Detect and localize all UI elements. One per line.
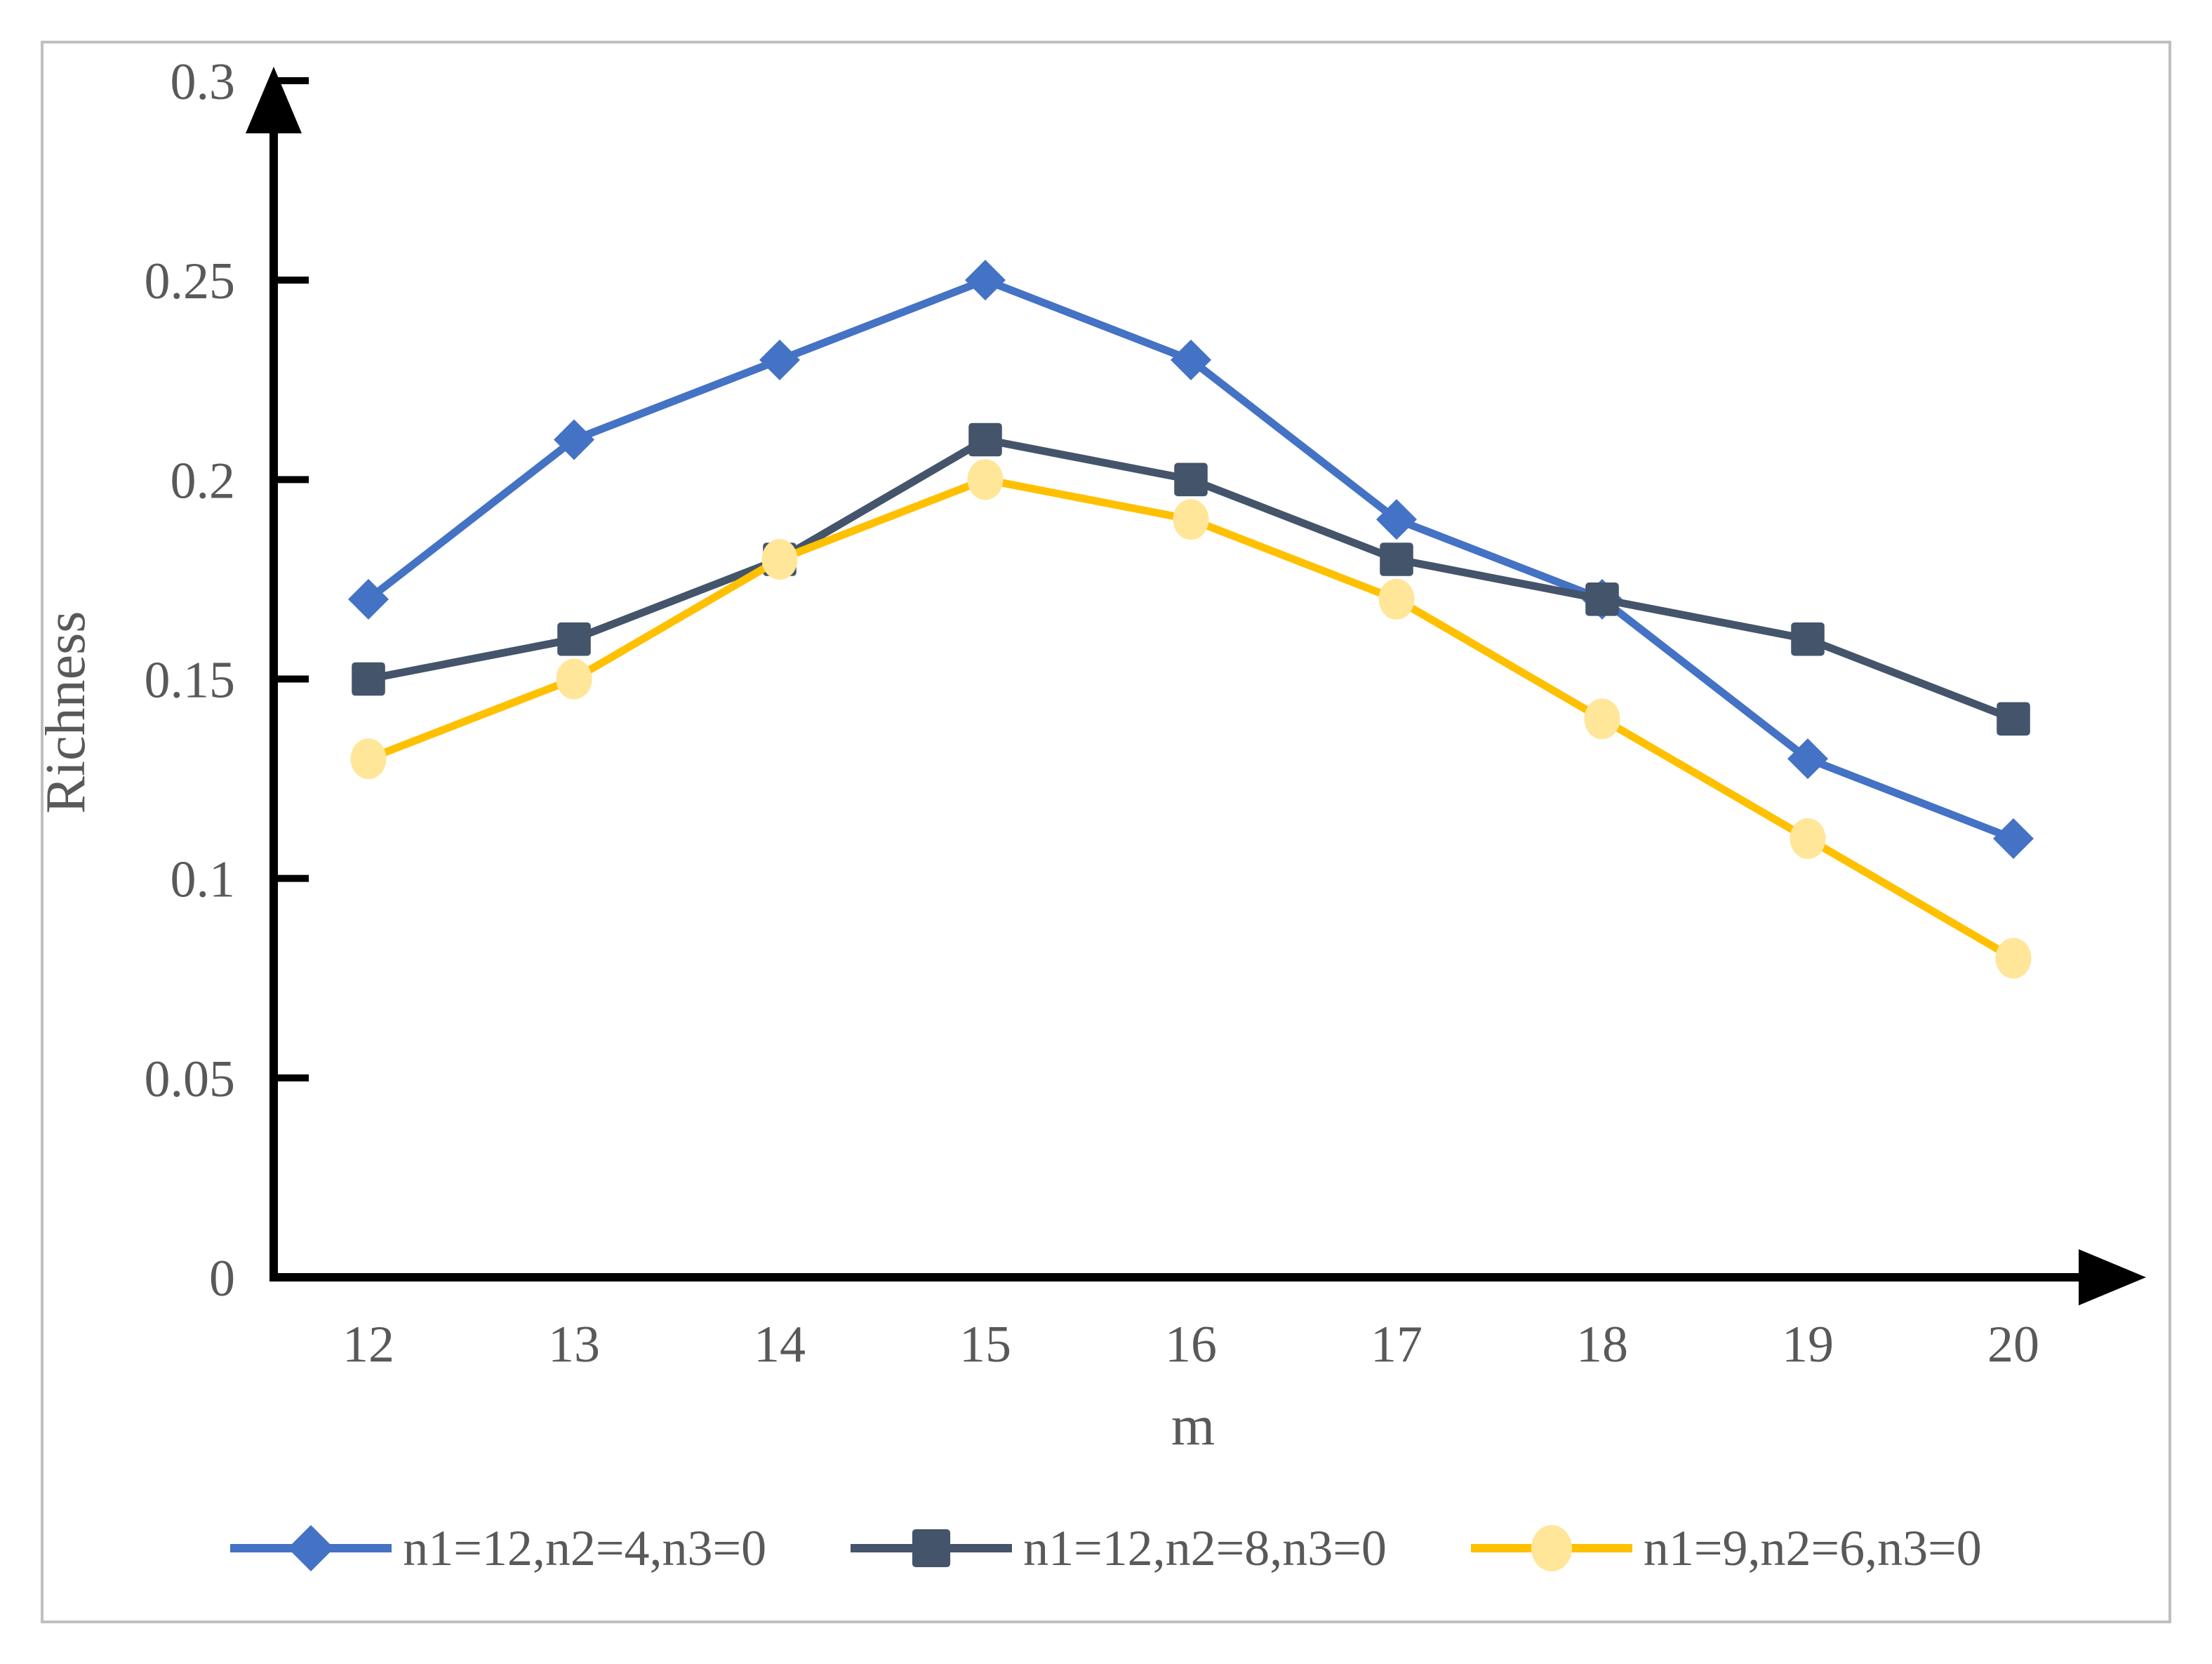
x-tick-label: 20: [1987, 1316, 2039, 1373]
x-axis-arrow-icon: [2079, 1249, 2146, 1305]
data-point-diamond: [1376, 499, 1417, 540]
data-point-circle: [761, 539, 798, 580]
y-axis-arrow-icon: [246, 67, 302, 133]
data-point-square: [1997, 702, 2030, 736]
data-point-square: [1585, 583, 1619, 616]
x-tick-label: 18: [1576, 1316, 1628, 1373]
legend-diamond-swatch-icon: [230, 1525, 392, 1571]
legend-entry: n1=9,n2=6,n3=0: [1470, 1520, 1982, 1576]
legend-marker-circle-icon: [1531, 1525, 1572, 1571]
legend-label: n1=12,n2=8,n3=0: [1023, 1520, 1387, 1576]
data-point-square: [1791, 622, 1825, 656]
legend-marker-diamond-icon: [288, 1525, 335, 1571]
data-point-diamond: [759, 339, 800, 380]
data-point-circle: [967, 459, 1004, 500]
y-tick-label: 0: [209, 1250, 235, 1307]
legend: n1=12,n2=4,n3=0 n1=12,n2=8,n3=0 n1=9,n2=…: [0, 1522, 2212, 1575]
data-point-circle: [1790, 818, 1826, 859]
x-tick-label: 12: [342, 1316, 394, 1373]
x-tick-label: 15: [959, 1316, 1011, 1373]
legend-circle-swatch-icon: [1470, 1525, 1632, 1571]
data-point-circle: [556, 658, 592, 700]
x-tick-label: 14: [754, 1316, 806, 1373]
legend-label: n1=9,n2=6,n3=0: [1643, 1520, 1982, 1576]
data-point-diamond: [965, 260, 1006, 301]
data-point-square: [1174, 462, 1208, 497]
y-tick-label: 0.1: [171, 851, 236, 909]
data-point-square: [1380, 543, 1413, 576]
y-tick-label: 0.2: [171, 452, 236, 510]
data-point-square: [352, 662, 385, 696]
y-tick-label: 0.3: [171, 53, 236, 111]
data-point-circle: [1378, 578, 1415, 620]
x-tick-label: 19: [1782, 1316, 1834, 1373]
data-point-square: [557, 622, 591, 656]
y-tick-label: 0.25: [145, 253, 236, 310]
data-point-circle: [1995, 938, 2032, 979]
y-tick-label: 0.05: [145, 1051, 236, 1108]
x-tick-label: 13: [548, 1316, 600, 1373]
legend-entry: n1=12,n2=8,n3=0: [851, 1522, 1387, 1575]
data-point-diamond: [554, 419, 594, 460]
data-point-diamond: [1171, 339, 1211, 380]
y-axis-title: Richness: [35, 611, 97, 814]
data-point-diamond: [1787, 738, 1828, 780]
data-point-diamond: [348, 578, 389, 620]
legend-entry: n1=12,n2=4,n3=0: [230, 1522, 766, 1575]
x-tick-label: 17: [1371, 1316, 1423, 1373]
legend-marker-square-icon: [912, 1529, 951, 1568]
data-point-diamond: [1993, 818, 2034, 859]
data-point-circle: [350, 738, 387, 780]
x-tick-label: 16: [1165, 1316, 1217, 1373]
data-point-circle: [1173, 499, 1209, 540]
series-line-circle: [367, 475, 2016, 962]
legend-square-swatch-icon: [851, 1529, 1013, 1568]
y-tick-label: 0.15: [145, 652, 236, 710]
data-point-square: [968, 422, 1002, 457]
data-point-circle: [1584, 698, 1620, 740]
x-axis-title: m: [1171, 1395, 1215, 1457]
legend-label: n1=12,n2=4,n3=0: [403, 1520, 767, 1576]
